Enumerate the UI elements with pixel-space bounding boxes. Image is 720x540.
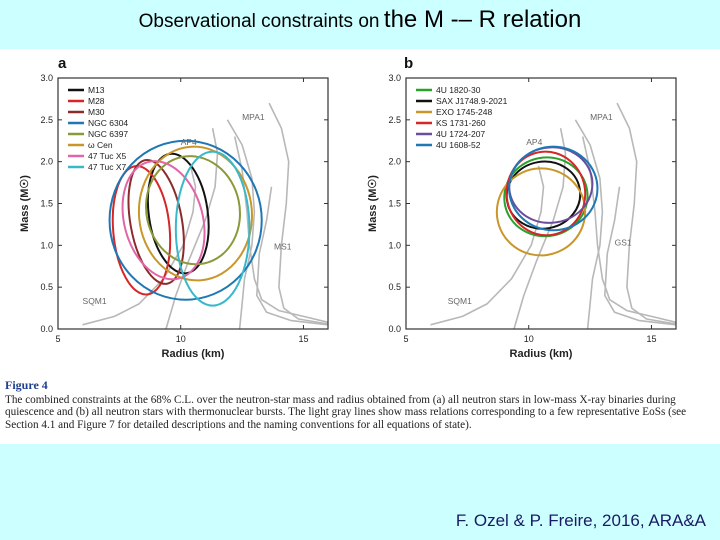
x-tick-label: 5: [403, 334, 408, 344]
y-tick-label: 0.0: [40, 324, 53, 334]
eos-label: GS1: [615, 237, 632, 247]
legend-entry: M28: [88, 96, 105, 106]
chart-panel-a: a MPA1 AP4 MS1 SQM1 0.0 0.5 1.0 1.5 2.0 2.5 3.0 5 10 1…: [19, 55, 329, 360]
x-tick-label: 15: [646, 334, 656, 344]
eos-curve: [513, 128, 567, 330]
chart-panel-b: b MPA1 AP4 GS1 SQM1 0.0 0.5 1.0 1.5 2.0 2.5 3.0 5 10 1…: [367, 55, 677, 360]
y-tick-label: 2.0: [40, 157, 53, 167]
x-axis-label: Radius (km): [162, 348, 225, 360]
slide-title-part1: Observational constraints on: [138, 11, 380, 32]
y-tick-label: 1.0: [388, 240, 401, 250]
eos-curve: [604, 186, 677, 326]
contour-m30: [127, 158, 185, 285]
caption-text: The combined constraints at the 68% C.L.…: [5, 393, 687, 431]
x-tick-label: 10: [524, 334, 534, 344]
eos-label: MPA1: [590, 112, 613, 122]
y-tick-label: 0.5: [40, 282, 53, 292]
legend-entry: SAX J1748.9-2021: [436, 96, 508, 106]
legend-entry: 4U 1608-52: [436, 140, 481, 150]
citation-credit: F. Ozel & P. Freire, 2016, ARA&A: [455, 511, 706, 530]
x-tick-label: 10: [176, 334, 186, 344]
contour-47-tuc-x5: [121, 160, 206, 281]
legend-entry: EXO 1745-248: [436, 107, 493, 117]
legend-entry: KS 1731-260: [436, 118, 486, 128]
contour-ks-1731-260: [505, 150, 587, 237]
contour--cen: [137, 145, 253, 282]
legend-entry: M13: [88, 85, 105, 95]
figure-svg: a MPA1 AP4 MS1 SQM1 0.0 0.5 1.0 1.5 2.0 2.5 3.0 5 10 1…: [19, 55, 677, 360]
eos-curve: [574, 119, 604, 330]
y-tick-label: 1.5: [40, 199, 53, 209]
eos-label: MS1: [274, 242, 292, 252]
y-tick-label: 2.5: [388, 115, 401, 125]
slide-title-part2: the M -– R relation: [383, 6, 582, 33]
eos-curve: [226, 119, 256, 330]
eos-label: SQM1: [448, 296, 472, 306]
eos-curve: [268, 102, 329, 325]
figure-caption: Figure 4 The combined constraints at the…: [5, 379, 715, 431]
eos-curve: [430, 165, 545, 326]
slide-title: Observational constraints on the M -– R …: [0, 6, 720, 34]
y-axis-label: Mass (M☉): [19, 175, 31, 232]
y-axis-label: Mass (M☉): [367, 175, 379, 232]
y-tick-label: 1.5: [388, 199, 401, 209]
y-tick-label: 3.0: [40, 73, 53, 83]
legend-entry: 4U 1724-207: [436, 129, 485, 139]
y-tick-label: 2.5: [40, 115, 53, 125]
legend-entry: 47 Tuc X7: [88, 162, 127, 172]
contour-4u-1608-52: [508, 145, 599, 232]
legend-entry: 47 Tuc X5: [88, 151, 127, 161]
contour-ngc-6397: [145, 155, 241, 266]
y-tick-label: 0.0: [388, 324, 401, 334]
y-tick-label: 3.0: [388, 73, 401, 83]
y-tick-label: 0.5: [388, 282, 401, 292]
legend-entry: NGC 6397: [88, 129, 128, 139]
legend-entry: 4U 1820-30: [436, 85, 481, 95]
figure-label: Figure 4: [5, 378, 48, 392]
eos-label: SQM1: [83, 296, 107, 306]
eos-curve: [616, 102, 677, 325]
contour-47-tuc-x7: [174, 150, 251, 307]
y-tick-label: 2.0: [388, 157, 401, 167]
legend-entry: NGC 6304: [88, 118, 128, 128]
y-tick-label: 1.0: [40, 240, 53, 250]
legend-entry: M30: [88, 107, 105, 117]
panel-letter: a: [58, 55, 67, 72]
eos-label: AP4: [526, 137, 542, 147]
eos-label: AP4: [181, 137, 197, 147]
x-axis-label: Radius (km): [510, 348, 573, 360]
figure-panel: a MPA1 AP4 MS1 SQM1 0.0 0.5 1.0 1.5 2.0 2.5 3.0 5 10 1…: [0, 49, 720, 444]
legend-entry: ω Cen: [88, 140, 113, 150]
panel-letter: b: [404, 55, 413, 72]
x-tick-label: 15: [298, 334, 308, 344]
eos-curve: [256, 186, 329, 326]
eos-label: MPA1: [242, 112, 265, 122]
contour-ngc-6304: [108, 139, 263, 301]
x-tick-label: 5: [55, 334, 60, 344]
